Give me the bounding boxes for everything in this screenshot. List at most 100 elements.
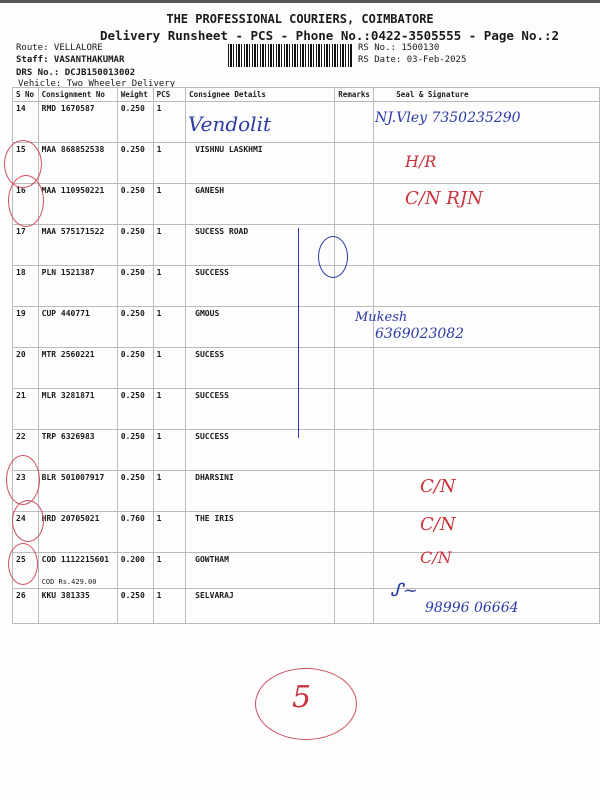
seal-cell: [373, 265, 600, 307]
consignment-cell: CUP 440771: [37, 306, 118, 348]
red-circle: [8, 543, 38, 585]
handwritten-note: C/N: [420, 514, 456, 535]
consignment-cell-text: TRP 6326983: [41, 432, 95, 441]
weight-cell: 0.250: [116, 470, 154, 512]
consignee-cell: GANESH: [185, 183, 336, 225]
pcs-cell: 1: [152, 101, 187, 143]
pcs-cell: 1: [152, 429, 187, 471]
scan-edge: [0, 0, 600, 3]
consignment-cell: KKU 381335: [37, 588, 118, 624]
consignment-cell-text: RMD 1670587: [41, 104, 95, 113]
consignment-cell: RMD 1670587: [37, 101, 118, 143]
cod-amount: COD Rs.429.00: [41, 578, 97, 586]
consignee-cell: GOWTHAM: [185, 552, 336, 589]
consignee-cell: GMOUS: [185, 306, 336, 348]
sno-cell: 21: [12, 388, 39, 430]
table-row: 19 CUP 440771 0.250 1 GMOUS: [12, 306, 600, 348]
seal-cell: [373, 388, 600, 430]
consignee-cell-text: GOWTHAM: [195, 555, 229, 564]
consignee-cell-text: SELVARAJ: [195, 591, 234, 600]
remarks-cell: [334, 429, 375, 471]
runsheet-subtitle: Delivery Runsheet - PCS - Phone No.:0422…: [100, 28, 560, 43]
table-row: 21 MLR 3281871 0.250 1 SUCCESS: [12, 388, 600, 430]
consignment-cell: BLR 501007917: [37, 470, 118, 512]
handwritten-note: Vendolit: [188, 112, 271, 136]
seal-cell: [373, 470, 600, 512]
pcs-cell: 1: [152, 552, 187, 589]
pcs-cell: 1: [152, 306, 187, 348]
consignee-cell: VISHNU LASKHMI: [185, 142, 336, 184]
table-row: 22 TRP 6326983 0.250 1 SUCCESS: [12, 429, 600, 471]
consignee-cell-text: SUCCESS: [195, 432, 229, 441]
handwritten-signature: ᔑ~: [390, 580, 418, 601]
route: Route: VELLALORE: [16, 43, 103, 53]
weight-cell: 0.200: [116, 552, 154, 589]
consignee-cell-text: SUCCESS: [195, 391, 229, 400]
weight-cell-text: 0.250: [120, 104, 145, 113]
consignment-cell: MAA 575171522: [37, 224, 118, 266]
consignee-cell-text: SUCESS ROAD: [195, 227, 249, 236]
seal-cell: [373, 224, 600, 266]
seal-cell: [373, 588, 600, 624]
vehicle: Vehicle: Two Wheeler Delivery: [18, 79, 176, 89]
table-row: 26 KKU 381335 0.250 1 SELVARAJ: [12, 588, 600, 624]
consignee-cell-text: SUCESS: [195, 350, 225, 359]
consignee-cell: SELVARAJ: [185, 588, 336, 624]
consignee-cell: SUCESS: [185, 347, 336, 389]
remarks-cell: [334, 265, 375, 307]
drs-number: DRS No.: DCJB150013002: [16, 68, 136, 78]
remarks-cell: [334, 347, 375, 389]
consignment-cell: MAA 868852538: [37, 142, 118, 184]
consignment-cell-text: BLR 501007917: [41, 473, 105, 482]
consignment-cell: HRD 20705021: [37, 511, 118, 553]
page-count-mark: 5: [292, 680, 312, 715]
handwritten-signature: NJ.Vley 7350235290: [375, 110, 521, 126]
consignment-cell-text: PLN 1521387: [41, 268, 95, 277]
weight-cell: 0.250: [116, 588, 154, 624]
consignment-cell-text: MAA 575171522: [41, 227, 105, 236]
weight-cell: 0.250: [116, 429, 154, 471]
pcs-cell: 1: [152, 347, 187, 389]
sno-cell-text: 18: [16, 268, 26, 277]
table-row: 14 RMD 1670587 0.250 1: [12, 101, 600, 143]
seal-cell: [373, 142, 600, 184]
consignee-cell: [185, 101, 336, 143]
sno-cell: 18: [12, 265, 39, 307]
bracket-mark: [295, 228, 299, 438]
pcs-cell-text: 1: [156, 309, 162, 318]
table-row: 17 MAA 575171522 0.250 1 SUCESS ROAD: [12, 224, 600, 266]
pcs-cell-text: 1: [156, 104, 162, 113]
consignee-cell-text: GMOUS: [195, 309, 220, 318]
consignee-cell: THE IRIS: [185, 511, 336, 553]
table-row: 24 HRD 20705021 0.760 1 THE IRIS: [12, 511, 600, 553]
remarks-cell: [334, 388, 375, 430]
consignment-cell-text: MTR 2560221: [41, 350, 95, 359]
weight-cell: 0.250: [116, 265, 154, 307]
remarks-cell: [334, 470, 375, 512]
remarks-cell: [334, 101, 375, 143]
weight-cell: 0.250: [116, 306, 154, 348]
remarks-cell: [334, 552, 375, 589]
col-sno: S No: [12, 87, 39, 102]
weight-cell: 0.250: [116, 224, 154, 266]
pcs-cell: 1: [152, 142, 187, 184]
weight-cell-text: 0.250: [120, 350, 145, 359]
seal-cell: [373, 552, 600, 589]
weight-cell-text: 0.760: [120, 514, 145, 523]
consignee-cell: SUCCESS: [185, 429, 336, 471]
consignee-cell-text: THE IRIS: [195, 514, 234, 523]
rs-number: RS No.: 1500130: [358, 43, 440, 53]
red-circle: [12, 500, 44, 542]
col-consignment: Consignment No: [37, 87, 118, 102]
sno-cell-text: 20: [16, 350, 26, 359]
weight-cell: 0.250: [116, 347, 154, 389]
pcs-cell-text: 1: [156, 391, 162, 400]
weight-cell-text: 0.250: [120, 186, 145, 195]
consignment-cell-text: MAA 110950221: [41, 186, 105, 195]
weight-cell-text: 0.250: [120, 145, 145, 154]
pcs-cell-text: 1: [156, 473, 162, 482]
seal-cell: [373, 101, 600, 143]
pcs-cell-text: 1: [156, 432, 162, 441]
company-title: THE PROFESSIONAL COURIERS, COIMBATORE: [166, 12, 434, 26]
